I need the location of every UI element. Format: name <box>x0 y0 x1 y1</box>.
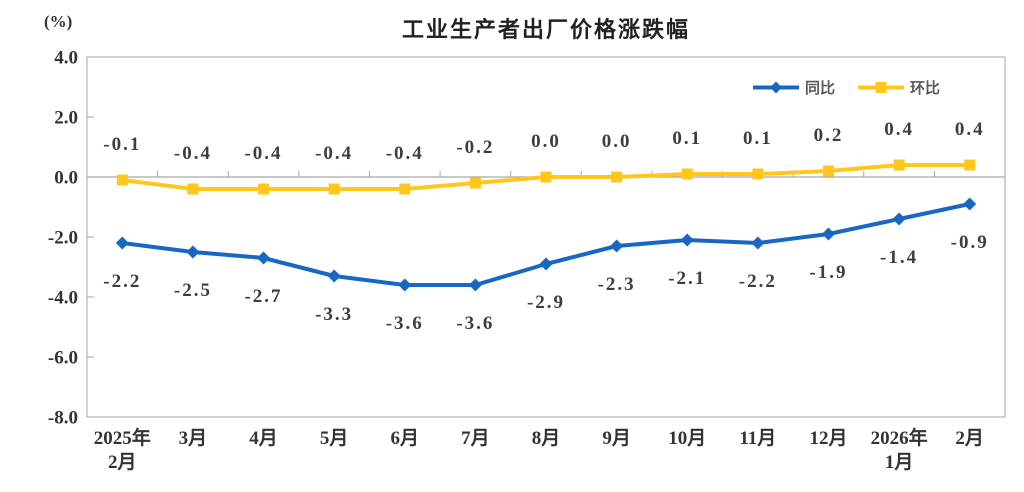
y-tick-label: -6.0 <box>48 348 78 369</box>
y-tick-label: 2.0 <box>54 108 78 129</box>
data-label-环比: 0.4 <box>884 119 914 140</box>
data-label-同比: -2.1 <box>668 268 706 289</box>
data-label-同比: -2.7 <box>244 286 282 307</box>
data-label-环比: 0.0 <box>531 131 561 152</box>
series-point-环比 <box>964 159 976 171</box>
series-point-同比 <box>115 236 129 250</box>
series-point-同比 <box>821 227 835 241</box>
series-point-同比 <box>186 245 200 259</box>
chart-title: 工业生产者出厂价格涨跌幅 <box>401 17 690 42</box>
x-tick-label: 8月 <box>532 428 561 449</box>
series-point-环比 <box>681 168 693 180</box>
data-label-同比: -3.3 <box>315 304 353 325</box>
data-label-同比: -1.4 <box>880 247 918 268</box>
series-point-同比 <box>398 278 412 292</box>
series-point-同比 <box>751 236 765 250</box>
data-label-环比: -0.2 <box>456 137 494 158</box>
plot-area-border <box>86 56 1006 418</box>
data-label-环比: -0.4 <box>315 143 353 164</box>
data-label-环比: -0.4 <box>174 143 212 164</box>
x-tick-label: 11月 <box>739 428 776 449</box>
x-tick-label: 2025年 2月 <box>94 426 151 473</box>
x-tick-label: 2月 <box>955 428 984 449</box>
legend-item-yoy: 同比 <box>752 77 835 98</box>
series-point-同比 <box>257 251 271 265</box>
legend-label-yoy: 同比 <box>805 81 836 97</box>
series-point-同比 <box>539 257 553 271</box>
x-tick-label: 4月 <box>249 428 278 449</box>
x-tick-label: 9月 <box>602 428 631 449</box>
mom-line-square-icon <box>858 82 905 93</box>
y-axis-unit-label: (%) <box>44 12 73 31</box>
series-point-同比 <box>680 233 694 247</box>
data-label-同比: -0.9 <box>951 232 989 253</box>
x-tick-label: 2026年 1月 <box>871 426 928 473</box>
x-tick-label: 12月 <box>809 428 847 449</box>
y-tick-label: -4.0 <box>48 288 78 309</box>
data-label-同比: -2.3 <box>598 274 636 295</box>
data-label-同比: -2.5 <box>174 280 212 301</box>
legend-item-mom: 环比 <box>857 77 940 98</box>
data-label-同比: -3.6 <box>456 313 494 334</box>
series-point-同比 <box>327 269 341 283</box>
series-point-同比 <box>468 278 482 292</box>
series-point-同比 <box>963 197 977 211</box>
series-point-环比 <box>116 174 128 186</box>
data-label-环比: 0.4 <box>955 119 985 140</box>
y-tick-label: -2.0 <box>48 228 78 249</box>
data-label-同比: -2.2 <box>103 271 141 292</box>
x-tick-label: 3月 <box>179 428 208 449</box>
x-tick-label: 6月 <box>391 428 420 449</box>
data-label-环比: 0.0 <box>602 131 632 152</box>
legend: 同比 环比 <box>752 77 940 98</box>
series-point-环比 <box>893 159 905 171</box>
data-label-环比: 0.1 <box>743 128 773 149</box>
series-point-环比 <box>469 177 481 189</box>
data-label-环比: 0.1 <box>672 128 702 149</box>
data-label-同比: -3.6 <box>386 313 424 334</box>
series-point-环比 <box>611 171 623 183</box>
series-point-环比 <box>328 183 340 195</box>
series-point-同比 <box>610 239 624 253</box>
yoy-line-diamond-icon <box>753 81 799 94</box>
series-point-环比 <box>540 171 552 183</box>
series-point-环比 <box>258 183 270 195</box>
y-tick-label: -8.0 <box>48 408 78 429</box>
data-label-同比: -2.2 <box>739 271 777 292</box>
series-point-同比 <box>892 212 906 226</box>
data-label-环比: -0.1 <box>103 134 141 155</box>
legend-label-mom: 环比 <box>910 81 941 97</box>
y-tick-label: 0.0 <box>54 168 78 189</box>
x-tick-label: 7月 <box>461 428 490 449</box>
data-label-同比: -1.9 <box>809 262 847 283</box>
series-point-环比 <box>822 165 834 177</box>
x-tick-label: 10月 <box>668 428 706 449</box>
x-tick-label: 5月 <box>320 428 349 449</box>
data-label-环比: -0.4 <box>244 143 282 164</box>
data-label-环比: -0.4 <box>386 143 424 164</box>
series-point-环比 <box>752 168 764 180</box>
series-point-环比 <box>187 183 199 195</box>
data-label-环比: 0.2 <box>814 125 844 146</box>
y-tick-label: 4.0 <box>54 48 78 69</box>
series-point-环比 <box>399 183 411 195</box>
data-label-同比: -2.9 <box>527 292 565 313</box>
